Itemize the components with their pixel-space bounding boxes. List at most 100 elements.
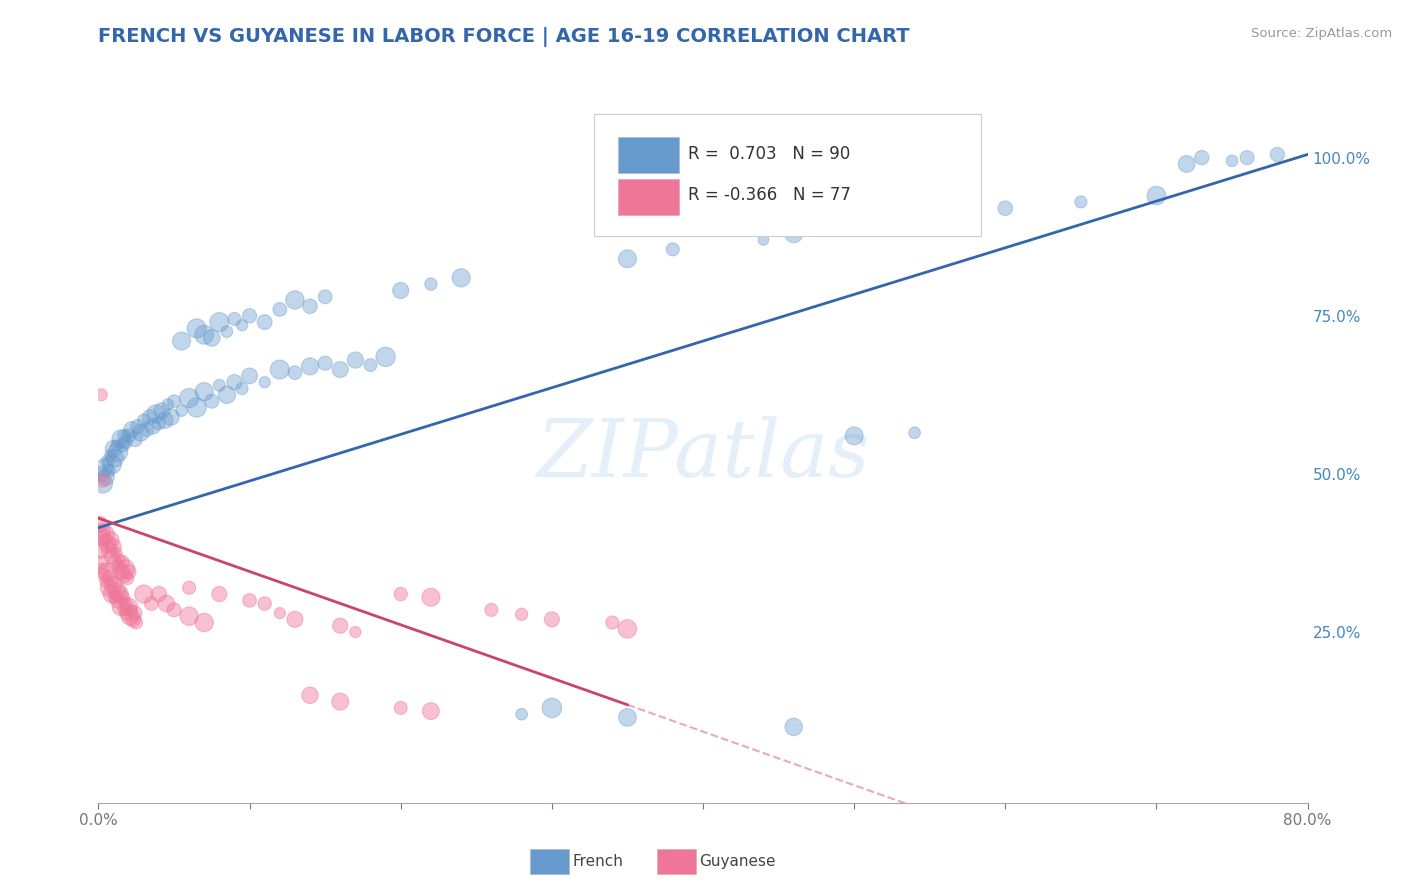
Point [1236,151,1258,165]
Point [208,587,231,601]
Point [125,615,148,630]
Point [111,556,134,570]
Point [420,277,443,292]
Point [156,397,179,411]
Point [186,321,208,335]
Point [93,568,115,582]
Point [193,327,215,342]
Point [284,293,307,307]
Point [1144,188,1167,202]
Point [775,232,797,246]
Point [118,565,141,579]
Point [299,688,322,702]
Point [389,587,412,601]
Point [420,591,443,605]
Point [103,577,125,591]
Point [752,233,775,247]
Point [124,606,146,620]
Point [231,382,253,396]
Point [284,612,307,626]
Point [129,425,152,440]
Text: FRENCH VS GUYANESE IN LABOR FORCE | AGE 16-19 CORRELATION CHART: FRENCH VS GUYANESE IN LABOR FORCE | AGE … [98,27,910,46]
Point [90,467,112,481]
Point [121,423,143,437]
Point [170,334,193,348]
Point [239,593,262,607]
Point [208,315,231,329]
Point [420,704,443,718]
FancyBboxPatch shape [619,178,679,215]
Point [148,587,170,601]
Point [132,587,155,601]
Point [111,591,134,605]
Point [111,438,134,452]
Point [783,720,806,734]
Text: French: French [572,855,623,869]
Point [112,429,135,443]
Point [100,448,122,462]
Point [994,201,1017,215]
Point [103,540,125,554]
Point [329,362,352,376]
Point [141,597,163,611]
Point [103,442,125,456]
Point [120,609,142,624]
Point [101,458,124,472]
Point [540,612,562,626]
Point [105,438,128,452]
Point [179,391,201,405]
Point [179,581,201,595]
Point [193,384,215,399]
Point [269,606,291,620]
Point [389,284,412,298]
Point [201,331,224,345]
Point [135,423,157,437]
Point [114,597,136,611]
Point [215,388,238,402]
Point [90,530,112,544]
Text: R =  0.703   N = 90: R = 0.703 N = 90 [689,145,851,162]
Point [107,444,129,458]
Point [89,542,111,557]
Text: ZIPatlas: ZIPatlas [536,417,870,493]
Point [100,533,122,548]
Point [107,558,129,573]
Point [1267,147,1289,161]
Point [163,394,186,409]
Point [179,609,201,624]
Point [110,432,132,446]
Point [91,562,114,576]
Point [96,454,118,468]
Point [108,587,131,601]
Point [108,552,131,566]
Point [94,527,117,541]
Point [389,701,412,715]
Point [96,565,118,579]
Point [224,312,246,326]
Point [89,517,111,532]
Point [215,325,238,339]
Point [121,603,143,617]
Point [253,315,276,329]
Point [904,425,927,440]
Point [155,597,177,611]
Point [231,318,253,333]
Point [239,368,262,383]
Text: Source: ZipAtlas.com: Source: ZipAtlas.com [1251,27,1392,40]
Point [201,394,224,409]
Point [193,615,215,630]
Point [616,252,638,266]
Point [110,599,132,614]
Point [93,460,115,475]
Point [98,581,121,595]
Point [122,612,145,626]
Point [91,524,114,538]
Point [844,429,866,443]
Point [104,591,127,605]
Point [450,270,472,285]
Point [91,476,114,491]
Point [239,309,262,323]
Point [253,597,276,611]
Point [253,375,276,389]
Point [284,366,307,380]
